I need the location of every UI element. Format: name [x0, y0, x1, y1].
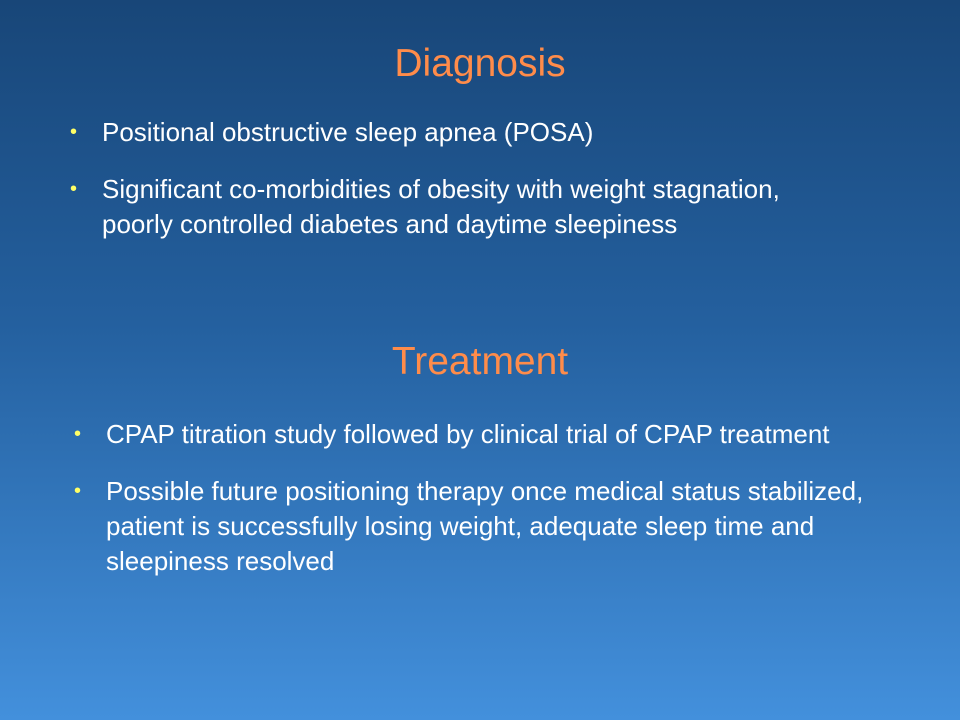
list-item: • Significant co-morbidities of obesity … — [70, 172, 842, 242]
list-item: • Possible future positioning therapy on… — [74, 474, 876, 579]
list-item: • CPAP titration study followed by clini… — [74, 417, 876, 452]
bullet-icon: • — [70, 178, 78, 200]
bullet-text: Significant co-morbidities of obesity wi… — [102, 174, 780, 239]
treatment-title: Treatment — [391, 340, 569, 383]
bullet-icon: • — [74, 480, 82, 502]
bullet-text: CPAP titration study followed by clinica… — [106, 419, 830, 449]
diagnosis-list: • Positional obstructive sleep apnea (PO… — [70, 115, 842, 264]
diagnosis-title: Diagnosis — [394, 42, 566, 85]
bullet-icon: • — [70, 121, 78, 143]
bullet-icon: • — [74, 423, 82, 445]
bullet-text: Positional obstructive sleep apnea (POSA… — [102, 117, 594, 147]
bullet-text: Possible future positioning therapy once… — [106, 476, 864, 576]
list-item: • Positional obstructive sleep apnea (PO… — [70, 115, 842, 150]
treatment-list: • CPAP titration study followed by clini… — [74, 417, 876, 601]
